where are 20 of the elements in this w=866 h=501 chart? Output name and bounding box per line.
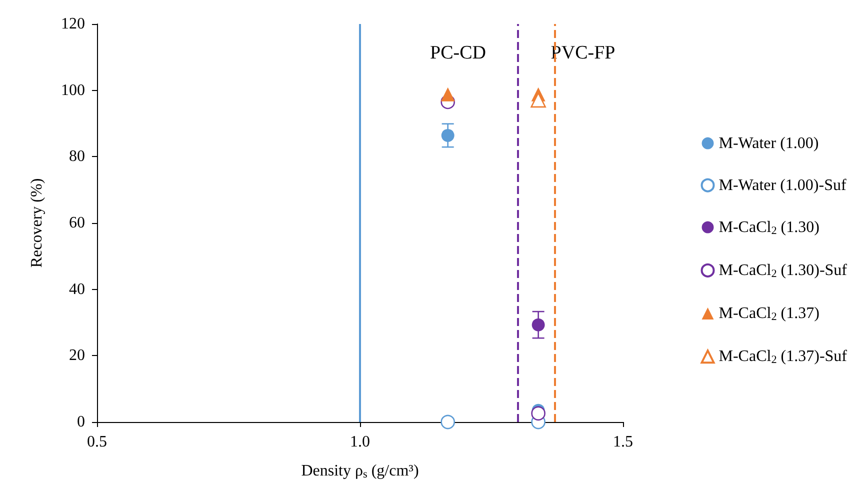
x-tick-label: 1.0 xyxy=(350,434,370,450)
x-tick-label: 1.5 xyxy=(613,434,633,450)
x-tick-label: 0.5 xyxy=(87,434,107,450)
legend-label: M-Water (1.00) xyxy=(718,134,819,152)
y-axis-title: Recovery (%) xyxy=(28,178,46,268)
point xyxy=(532,318,545,332)
y-tick-label: 20 xyxy=(69,347,85,364)
y-tick-label: 0 xyxy=(77,414,85,430)
point xyxy=(440,414,455,430)
y-tick-label: 80 xyxy=(69,148,85,166)
annotation: PC-CD xyxy=(430,42,486,64)
y-tick-label: 100 xyxy=(61,82,85,99)
point xyxy=(531,406,546,421)
y-tick-label: 40 xyxy=(69,280,85,298)
point xyxy=(440,87,455,102)
y-tick-label: 60 xyxy=(69,214,85,232)
legend-label: M-Water (1.00)-Suf xyxy=(718,176,847,194)
annotation: PVC-FP xyxy=(550,42,616,64)
point xyxy=(441,128,454,142)
y-tick-label: 120 xyxy=(61,16,85,32)
